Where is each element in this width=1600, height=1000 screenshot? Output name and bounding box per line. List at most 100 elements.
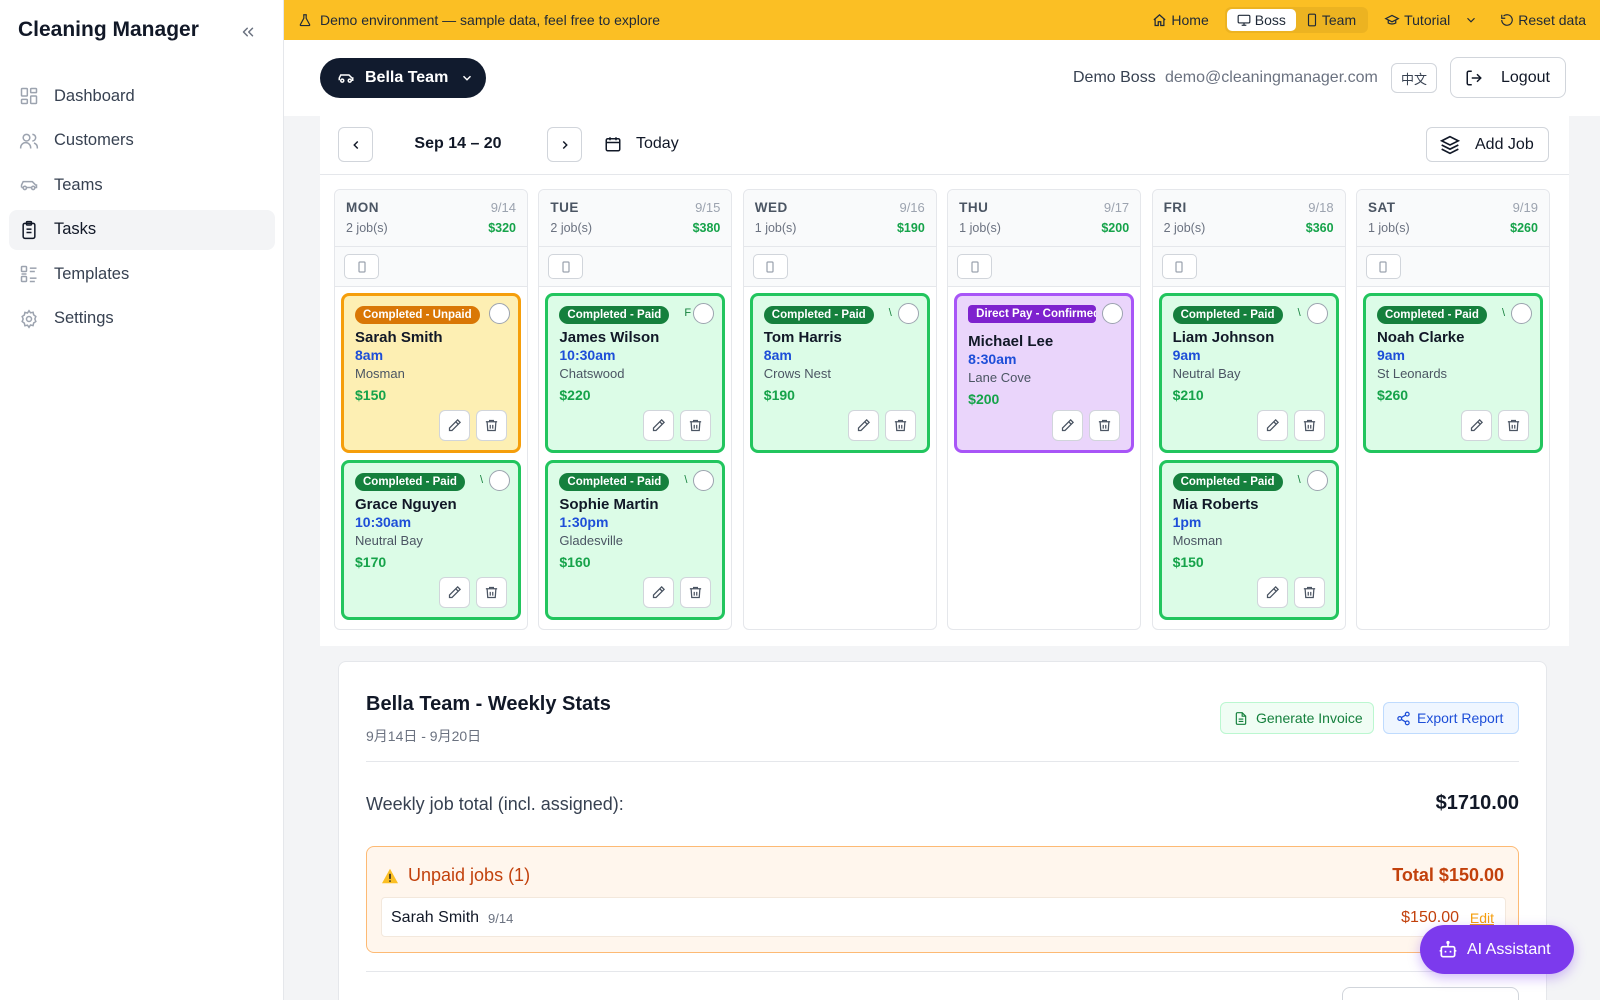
job-card[interactable]: Completed - Unpaid Sarah Smith 8am Mosman $1… [341, 293, 521, 453]
job-area: St Leonards [1376, 366, 1448, 381]
export-report-button[interactable]: Export Report [1383, 702, 1519, 734]
day-name: FRI [1163, 200, 1187, 215]
job-status-badge: Completed - Unpaid [355, 306, 480, 324]
day-column: MON 9/14 2 job(s) $320 Completed - Unpaid Sar… [334, 189, 528, 630]
edit-job-button[interactable] [643, 577, 675, 608]
edit-job-button[interactable] [1256, 577, 1288, 608]
delete-job-button[interactable] [476, 410, 507, 441]
sidebar-item-settings[interactable]: Settings [9, 299, 275, 339]
day-toolbar [948, 247, 1141, 287]
trash-icon [1507, 419, 1520, 432]
job-card[interactable]: Completed - Paid \ Noah Clarke 9am St Leonar… [1362, 293, 1543, 453]
trash-icon [894, 419, 906, 432]
edit-job-button[interactable] [439, 577, 470, 608]
sidebar-item-teams[interactable]: Teams [9, 165, 275, 205]
edit-job-button[interactable] [439, 410, 470, 441]
car-icon [19, 175, 39, 195]
assign-phone-button[interactable] [752, 254, 788, 279]
assign-phone-button[interactable] [1365, 254, 1401, 279]
delete-job-button[interactable] [1293, 410, 1325, 441]
phone-icon [1307, 13, 1316, 27]
day-column: WED 9/16 1 job(s) $190 Completed - Paid \ Tom … [742, 189, 937, 630]
logout-button[interactable]: Logout [1450, 57, 1566, 98]
team-role-button[interactable]: Team [1296, 9, 1366, 31]
unpaid-jobs-box: Unpaid jobs (1) Total $150.00 Sarah Smit… [366, 846, 1519, 953]
edit-job-button[interactable] [847, 410, 879, 441]
job-area: Gladesville [559, 533, 623, 548]
day-job-count: 2 job(s) [550, 221, 593, 235]
job-actions [433, 410, 507, 441]
pencil-icon [653, 418, 666, 432]
delete-job-button[interactable] [1293, 577, 1325, 608]
stats-date-range: 9月14日 - 9月20日 [366, 728, 482, 744]
trash-icon [1303, 419, 1315, 432]
job-card[interactable]: Direct Pay - Confirmed Michael Lee 8:30am L… [954, 293, 1135, 453]
job-card[interactable]: Completed - Paid \ Liam Johnson 9am Neutral … [1158, 293, 1339, 453]
phone-icon [971, 260, 979, 273]
delete-job-button[interactable] [884, 410, 916, 441]
sidebar-item-dashboard[interactable]: Dashboard [9, 76, 275, 116]
pencil-icon [857, 418, 870, 432]
job-area: Neutral Bay [1172, 366, 1241, 381]
reset-data-button[interactable]: Reset data [1500, 12, 1586, 28]
delete-job-button[interactable] [680, 410, 712, 441]
today-button[interactable]: Today [604, 135, 679, 153]
sidebar-item-tasks[interactable]: Tasks [9, 209, 275, 250]
job-complete-checkbox[interactable] [1306, 303, 1328, 324]
unpaid-edit-link[interactable]: Edit [1469, 910, 1494, 926]
job-card[interactable]: Completed - Paid \ Tom Harris 8am Crows Nest… [749, 293, 930, 453]
assign-phone-button[interactable] [957, 254, 993, 279]
edit-job-button[interactable] [643, 410, 675, 441]
demo-bar-actions: Home Boss Team Tutorial Reset data [1136, 0, 1586, 40]
home-link[interactable]: Home [1152, 12, 1209, 28]
day-jobs: Completed - Unpaid Sarah Smith 8am Mosman $1… [335, 287, 527, 620]
delete-job-button[interactable] [476, 577, 507, 608]
job-complete-checkbox[interactable] [1306, 470, 1328, 491]
job-complete-checkbox[interactable] [693, 303, 715, 324]
demo-text: Demo environment — sample data, feel fre… [320, 12, 661, 28]
trash-icon [1099, 419, 1111, 432]
unpaid-jobs-title: Unpaid jobs (1) [408, 865, 531, 885]
next-week-button[interactable] [547, 127, 582, 162]
boss-role-button[interactable]: Boss [1226, 9, 1296, 31]
tutorial-menu[interactable]: Tutorial [1384, 12, 1450, 28]
day-toolbar [335, 247, 527, 287]
day-total: $320 [488, 221, 516, 235]
job-complete-checkbox[interactable] [489, 470, 510, 491]
edit-job-button[interactable] [1460, 410, 1492, 441]
gear-icon [19, 308, 39, 329]
job-actions [1046, 410, 1121, 441]
job-card[interactable]: Completed - Paid \ Mia Roberts 1pm Mosman $15… [1158, 460, 1339, 620]
delete-job-button[interactable] [1089, 410, 1121, 441]
team-selector[interactable]: Bella Team [320, 58, 486, 98]
delete-job-button[interactable] [1497, 410, 1529, 441]
job-card[interactable]: Completed - Paid \ Grace Nguyen 10:30am Neut… [341, 460, 521, 620]
delete-job-button[interactable] [680, 577, 712, 608]
job-complete-checkbox[interactable] [693, 470, 715, 491]
job-amount: $170 [355, 554, 387, 570]
stats-action-button[interactable] [1342, 987, 1519, 1000]
language-toggle[interactable]: 中文 [1391, 63, 1437, 93]
generate-invoice-button[interactable]: Generate Invoice [1220, 702, 1374, 734]
previous-week-button[interactable] [338, 127, 373, 162]
assign-phone-button[interactable] [548, 254, 584, 279]
edit-job-button[interactable] [1256, 410, 1288, 441]
assign-phone-button[interactable] [1161, 254, 1197, 279]
edit-job-button[interactable] [1052, 410, 1084, 441]
job-card[interactable]: Completed - Paid F James Wilson 10:30am Chat… [545, 293, 726, 453]
job-complete-checkbox[interactable] [1510, 303, 1532, 324]
job-complete-checkbox[interactable] [897, 303, 919, 324]
job-complete-checkbox[interactable] [1102, 303, 1124, 324]
add-job-button[interactable]: Add Job [1426, 127, 1549, 162]
ai-assistant-button[interactable]: AI Assistant [1420, 925, 1574, 974]
job-actions [1251, 410, 1325, 441]
collapse-sidebar-icon[interactable] [236, 20, 260, 44]
job-card[interactable]: Completed - Paid \ Sophie Martin 1:30pm Glad… [545, 460, 726, 620]
sidebar-item-templates[interactable]: Templates [9, 254, 275, 294]
sidebar-item-label: Customers [54, 131, 134, 149]
sidebar-item-customers[interactable]: Customers [9, 121, 275, 161]
tutorial-dropdown[interactable] [1464, 13, 1482, 27]
job-complete-checkbox[interactable] [489, 303, 510, 324]
assign-phone-button[interactable] [344, 254, 379, 279]
weekly-total-label: Weekly job total (incl. assigned): [366, 794, 624, 814]
